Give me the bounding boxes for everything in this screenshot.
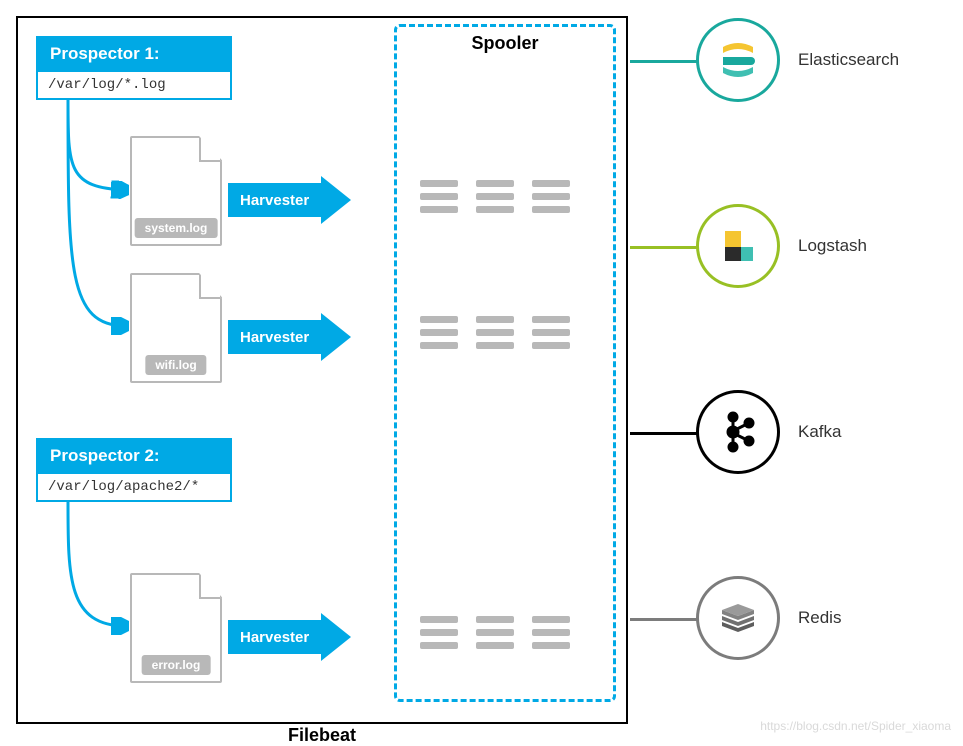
- file-error-log: error.log: [130, 573, 222, 683]
- output-kafka-label: Kafka: [798, 422, 841, 442]
- file-wifi-log: wifi.log: [130, 273, 222, 383]
- spooler-label: Spooler: [471, 33, 538, 54]
- spooler-data-3: [420, 616, 570, 649]
- output-elasticsearch-label: Elasticsearch: [798, 50, 899, 70]
- output-logstash-label: Logstash: [798, 236, 867, 256]
- spooler-data-1: [420, 180, 570, 213]
- output-kafka-icon: [696, 390, 780, 474]
- connector-logstash: [630, 246, 700, 249]
- harvester-1-label: Harvester: [228, 183, 321, 217]
- connector-elasticsearch: [630, 60, 700, 63]
- output-elasticsearch-icon: [696, 18, 780, 102]
- harvester-1: Harvester: [228, 176, 351, 224]
- filebeat-label: Filebeat: [288, 725, 356, 746]
- harvester-3-label: Harvester: [228, 620, 321, 654]
- file-label-error: error.log: [142, 655, 211, 675]
- spooler-data-2: [420, 316, 570, 349]
- watermark: https://blog.csdn.net/Spider_xiaoma: [760, 719, 951, 733]
- file-label-wifi: wifi.log: [145, 355, 206, 375]
- output-redis-label: Redis: [798, 608, 841, 628]
- connector-redis: [630, 618, 700, 621]
- filebeat-container: Filebeat Spooler Prospector 1: /var/log/…: [16, 16, 628, 724]
- file-label-system: system.log: [135, 218, 218, 238]
- output-logstash-icon: [696, 204, 780, 288]
- harvester-2-label: Harvester: [228, 320, 321, 354]
- output-redis-icon: [696, 576, 780, 660]
- connector-kafka: [630, 432, 700, 435]
- harvester-2: Harvester: [228, 313, 351, 361]
- file-system-log: system.log: [130, 136, 222, 246]
- spooler-box: Spooler: [394, 24, 616, 702]
- harvester-3: Harvester: [228, 613, 351, 661]
